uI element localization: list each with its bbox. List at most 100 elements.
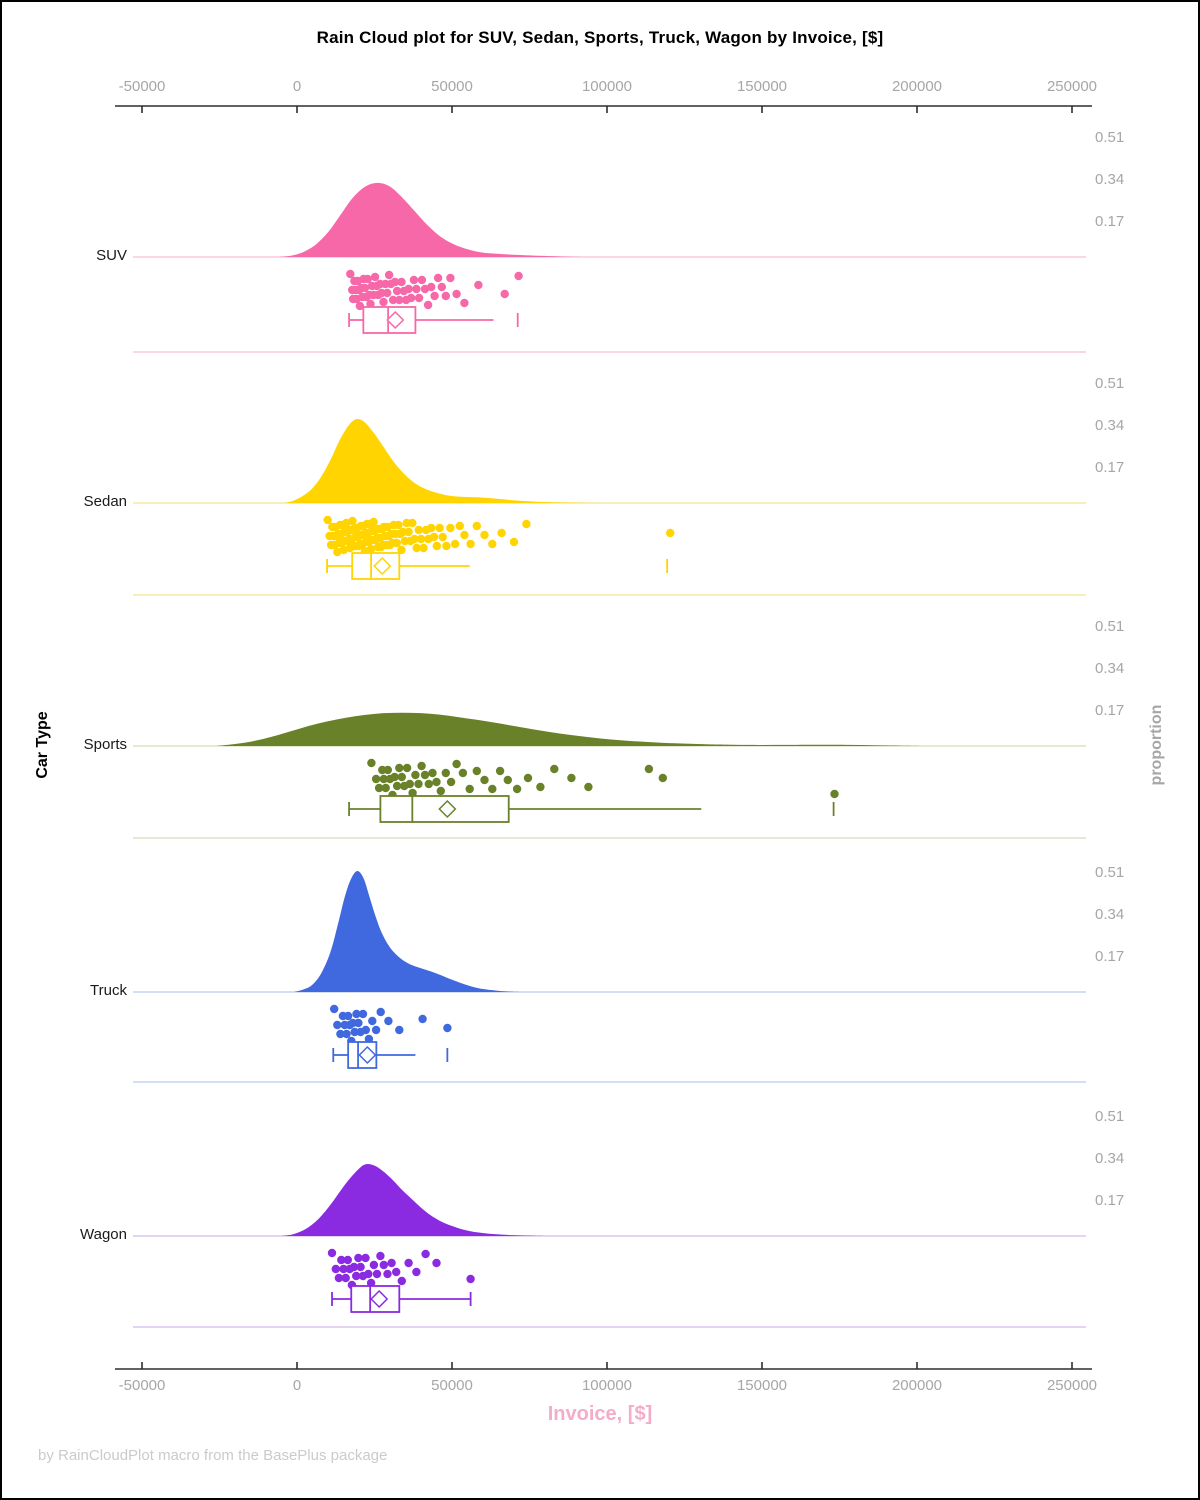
rain-point <box>337 1255 346 1265</box>
rain-point <box>352 1271 361 1281</box>
rain-point <box>333 1020 342 1030</box>
rain-point <box>446 777 456 787</box>
rain-point <box>395 1025 404 1035</box>
proportion-tick-label: 0.51 <box>1095 864 1125 881</box>
rain-point <box>381 783 390 793</box>
rain-point <box>412 284 421 294</box>
rain-point <box>376 1251 385 1261</box>
rain-point <box>436 786 445 796</box>
proportion-tick-label: 0.17 <box>1095 948 1125 965</box>
rain-point <box>404 1258 413 1268</box>
rain-point <box>450 539 460 549</box>
category-label-suv: SUV <box>96 247 127 264</box>
rain-point <box>472 521 481 531</box>
proportion-tick-label: 0.51 <box>1095 375 1125 392</box>
rain-point <box>379 774 388 784</box>
x-tick-label-bottom: 0 <box>292 1377 302 1394</box>
rain-points <box>330 1004 452 1046</box>
rain-point <box>356 1262 365 1272</box>
rain-point <box>327 1248 337 1258</box>
rain-point <box>441 768 450 778</box>
rain-point <box>374 783 384 793</box>
rain-point <box>402 763 412 773</box>
proportion-tick-label: 0.34 <box>1095 417 1125 434</box>
rain-point <box>355 301 365 311</box>
rain-point <box>392 781 402 791</box>
rain-point <box>418 1014 427 1024</box>
mean-diamond-marker <box>386 310 405 330</box>
x-tick-label-bottom: 200000 <box>891 1377 943 1394</box>
proportion-tick-label: 0.34 <box>1095 1150 1125 1167</box>
rain-point <box>474 280 483 290</box>
density-curve <box>281 1163 545 1236</box>
proportion-tick-label: 0.51 <box>1095 1108 1125 1125</box>
rain-point <box>465 784 474 794</box>
mean-diamond-marker <box>370 1289 389 1309</box>
rain-point <box>644 764 654 774</box>
proportion-tick-label: 0.17 <box>1095 1192 1125 1209</box>
rain-point <box>370 272 380 282</box>
proportion-tick-label: 0.34 <box>1095 171 1125 188</box>
rain-point <box>452 759 461 769</box>
rain-point <box>420 770 430 780</box>
rain-point <box>392 538 401 548</box>
rain-point <box>830 789 839 799</box>
rain-point <box>346 269 355 279</box>
rain-point <box>522 519 531 529</box>
rain-point <box>406 293 416 303</box>
rain-point <box>343 1011 353 1021</box>
rain-point <box>397 277 406 287</box>
x-tick-label-bottom: -50000 <box>118 1377 166 1394</box>
proportion-tick-label: 0.17 <box>1095 213 1125 230</box>
rain-point <box>584 782 593 792</box>
proportion-tick-label: 0.17 <box>1095 702 1125 719</box>
x-tick-label-bottom: 100000 <box>581 1377 633 1394</box>
rain-point <box>443 1023 452 1033</box>
rain-point <box>512 784 522 794</box>
rain-point <box>423 300 433 310</box>
attribution-footer: by RainCloudPlot macro from the BasePlus… <box>38 1447 388 1464</box>
panel-wagon <box>133 1163 1086 1328</box>
rain-point <box>383 765 392 775</box>
density-curve <box>284 418 601 503</box>
proportion-tick-label: 0.51 <box>1095 618 1125 635</box>
category-label-sedan: Sedan <box>83 493 127 510</box>
rain-point <box>368 1016 377 1026</box>
rain-point <box>433 273 443 283</box>
rain-points <box>367 758 839 800</box>
rain-point <box>458 768 468 778</box>
rain-point <box>388 295 398 305</box>
mean-diamond-marker <box>358 1045 377 1065</box>
rain-point <box>364 1269 373 1279</box>
mean-diamond-marker <box>373 556 392 576</box>
rain-point <box>348 516 357 526</box>
rain-point <box>472 766 481 776</box>
x-tick-label-top: 100000 <box>581 78 633 95</box>
box-plot <box>332 1041 449 1069</box>
rain-point <box>367 758 376 768</box>
rain-point <box>460 530 469 540</box>
chart-title: Rain Cloud plot for SUV, Sedan, Sports, … <box>316 28 884 47</box>
rain-point <box>397 1276 406 1286</box>
rain-point <box>437 282 446 292</box>
rain-point <box>412 1267 421 1277</box>
mean-diamond-marker <box>438 799 457 819</box>
rain-point <box>392 1267 401 1277</box>
panel-sports <box>133 712 1086 839</box>
rain-point <box>343 1255 352 1265</box>
rain-point <box>387 1258 396 1268</box>
rain-point <box>536 782 545 792</box>
rain-point <box>523 773 533 783</box>
rain-point <box>369 517 378 527</box>
rain-point <box>361 1025 370 1035</box>
rain-point <box>666 528 675 538</box>
rain-point <box>383 288 392 298</box>
rain-point <box>361 1253 370 1263</box>
rain-point <box>429 532 439 542</box>
x-tick-label-bottom: 50000 <box>431 1377 473 1394</box>
rain-point <box>427 282 436 292</box>
category-label-truck: Truck <box>90 982 127 999</box>
rain-point <box>442 541 451 551</box>
rain-point <box>339 1264 348 1274</box>
